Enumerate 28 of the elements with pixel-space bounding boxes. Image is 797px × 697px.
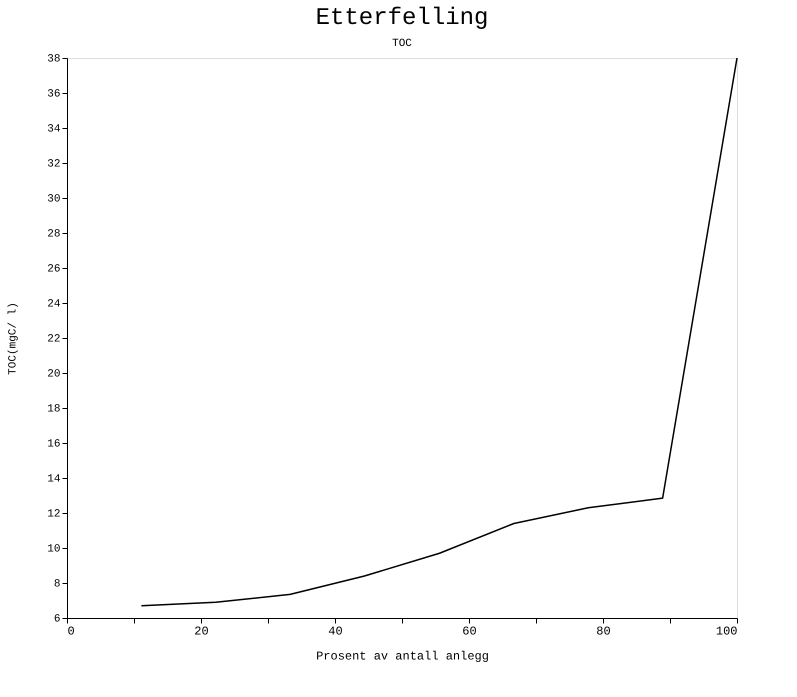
y-tick-label: 18: [47, 404, 60, 416]
y-tick-label: 28: [47, 228, 60, 240]
chart-subtitle: TOC: [392, 38, 412, 50]
y-tick-label: 34: [47, 124, 61, 136]
x-tick-label: 40: [328, 624, 343, 638]
y-tick-label: 36: [47, 88, 60, 100]
y-tick-label: 38: [47, 54, 60, 66]
x-tick-label: 0: [68, 624, 75, 638]
y-tick-label: 32: [47, 158, 60, 170]
y-tick-label: 30: [47, 194, 60, 206]
x-axis-title: Prosent av antall anlegg: [316, 650, 489, 664]
line-series: [140, 57, 738, 606]
y-axis-title: TOC(mgC/ l): [7, 302, 20, 375]
x-tick-label: 100: [716, 624, 738, 638]
y-tick-label: 16: [47, 438, 60, 450]
y-tick-label: 8: [54, 578, 60, 590]
chart-title: Etterfelling: [316, 5, 488, 32]
y-tick-label: 14: [47, 474, 61, 486]
x-tick-label: 60: [462, 624, 477, 638]
y-tick-label: 12: [47, 508, 60, 520]
x-tick-label: 20: [194, 624, 209, 638]
x-tick-label: 80: [596, 624, 611, 638]
y-tick-label: 10: [47, 544, 60, 556]
y-tick-label: 22: [47, 334, 60, 346]
y-tick-label: 6: [54, 614, 60, 626]
y-tick-label: 26: [47, 264, 60, 276]
y-tick-label: 20: [47, 368, 60, 380]
y-tick-label: 24: [47, 298, 61, 310]
